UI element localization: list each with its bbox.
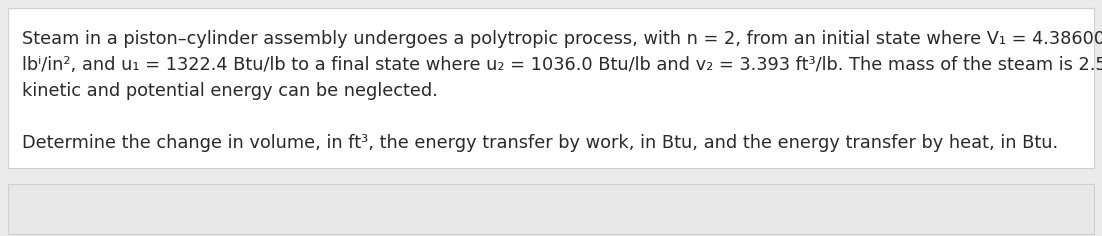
Text: Determine the change in volume, in ft³, the energy transfer by work, in Btu, and: Determine the change in volume, in ft³, … xyxy=(22,134,1058,152)
FancyBboxPatch shape xyxy=(8,184,1094,234)
Text: Steam in a piston–cylinder assembly undergoes a polytropic process, with n = 2, : Steam in a piston–cylinder assembly unde… xyxy=(22,30,1102,48)
Text: lbⁱ/in², and u₁ = 1322.4 Btu/lb to a final state where u₂ = 1036.0 Btu/lb and v₂: lbⁱ/in², and u₁ = 1322.4 Btu/lb to a fin… xyxy=(22,56,1102,74)
Text: kinetic and potential energy can be neglected.: kinetic and potential energy can be negl… xyxy=(22,82,437,100)
FancyBboxPatch shape xyxy=(8,8,1094,168)
